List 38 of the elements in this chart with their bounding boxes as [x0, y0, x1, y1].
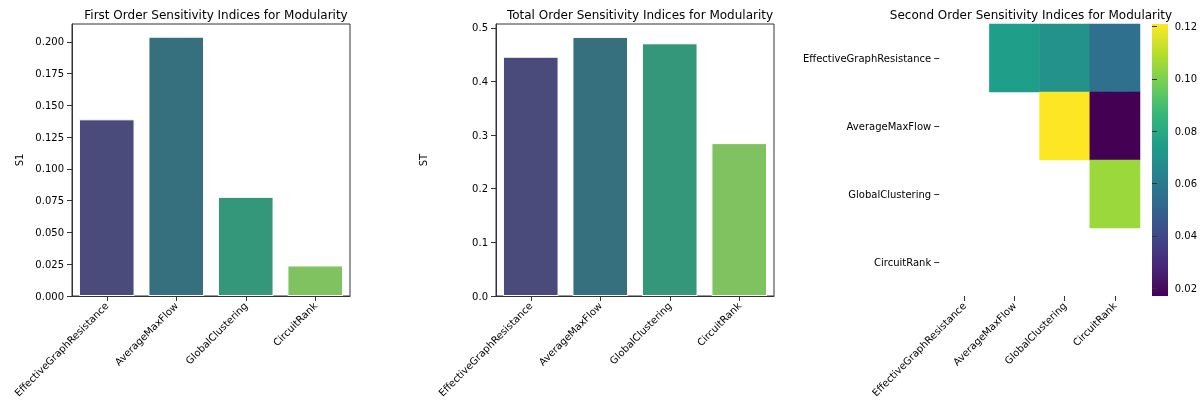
- y-tick-label: 0.100: [35, 163, 64, 175]
- color-bar-label: 0.06: [1174, 178, 1197, 190]
- y-axis-title: S1: [13, 153, 25, 167]
- y-tick-label: 0.050: [35, 226, 64, 238]
- bar: [502, 56, 559, 296]
- y-tick-label: EffectiveGraphResistance: [802, 52, 932, 64]
- y-tick-label: 0.5: [472, 22, 488, 34]
- bar: [711, 143, 768, 296]
- y-tick-label: CircuitRank: [874, 256, 932, 268]
- color-bar-label: 0.12: [1174, 21, 1197, 33]
- y-tick-label: 0.025: [35, 258, 64, 270]
- y-tick-label: GlobalClustering: [848, 188, 932, 200]
- chart-title: Second Order Sensitivity Indices for Modularity: [889, 8, 1173, 22]
- bar: [287, 265, 344, 296]
- y-tick-label: 0.3: [472, 129, 488, 141]
- y-axis-title: ST: [417, 152, 429, 167]
- chart-title: First Order Sensitivity Indices for Modularity: [84, 8, 348, 22]
- y-tick-label: 0.150: [35, 99, 64, 111]
- color-bar-label: 0.10: [1174, 73, 1197, 85]
- y-tick-label: 0.075: [35, 195, 64, 207]
- y-tick-label: 0.0: [472, 290, 488, 302]
- y-tick-label: AverageMaxFlow: [846, 120, 932, 132]
- y-tick-label: 0.4: [472, 75, 488, 87]
- bar: [148, 36, 205, 296]
- color-bar-label: 0.04: [1174, 230, 1197, 242]
- bar: [572, 36, 629, 296]
- y-tick-label: 0.1: [472, 236, 488, 248]
- y-tick-label: 0.000: [35, 290, 64, 302]
- bar: [217, 196, 274, 296]
- chart-title: Total Order Sensitivity Indices for Modularity: [505, 8, 774, 22]
- bar: [78, 119, 135, 296]
- y-tick-label: 0.200: [35, 36, 64, 48]
- color-bar-label: 0.02: [1174, 282, 1197, 294]
- y-tick-label: 0.175: [35, 68, 64, 80]
- y-tick-label: 0.2: [472, 183, 488, 195]
- y-tick-label: 0.125: [35, 131, 64, 143]
- bar: [641, 43, 698, 296]
- color-bar-label: 0.08: [1174, 125, 1197, 137]
